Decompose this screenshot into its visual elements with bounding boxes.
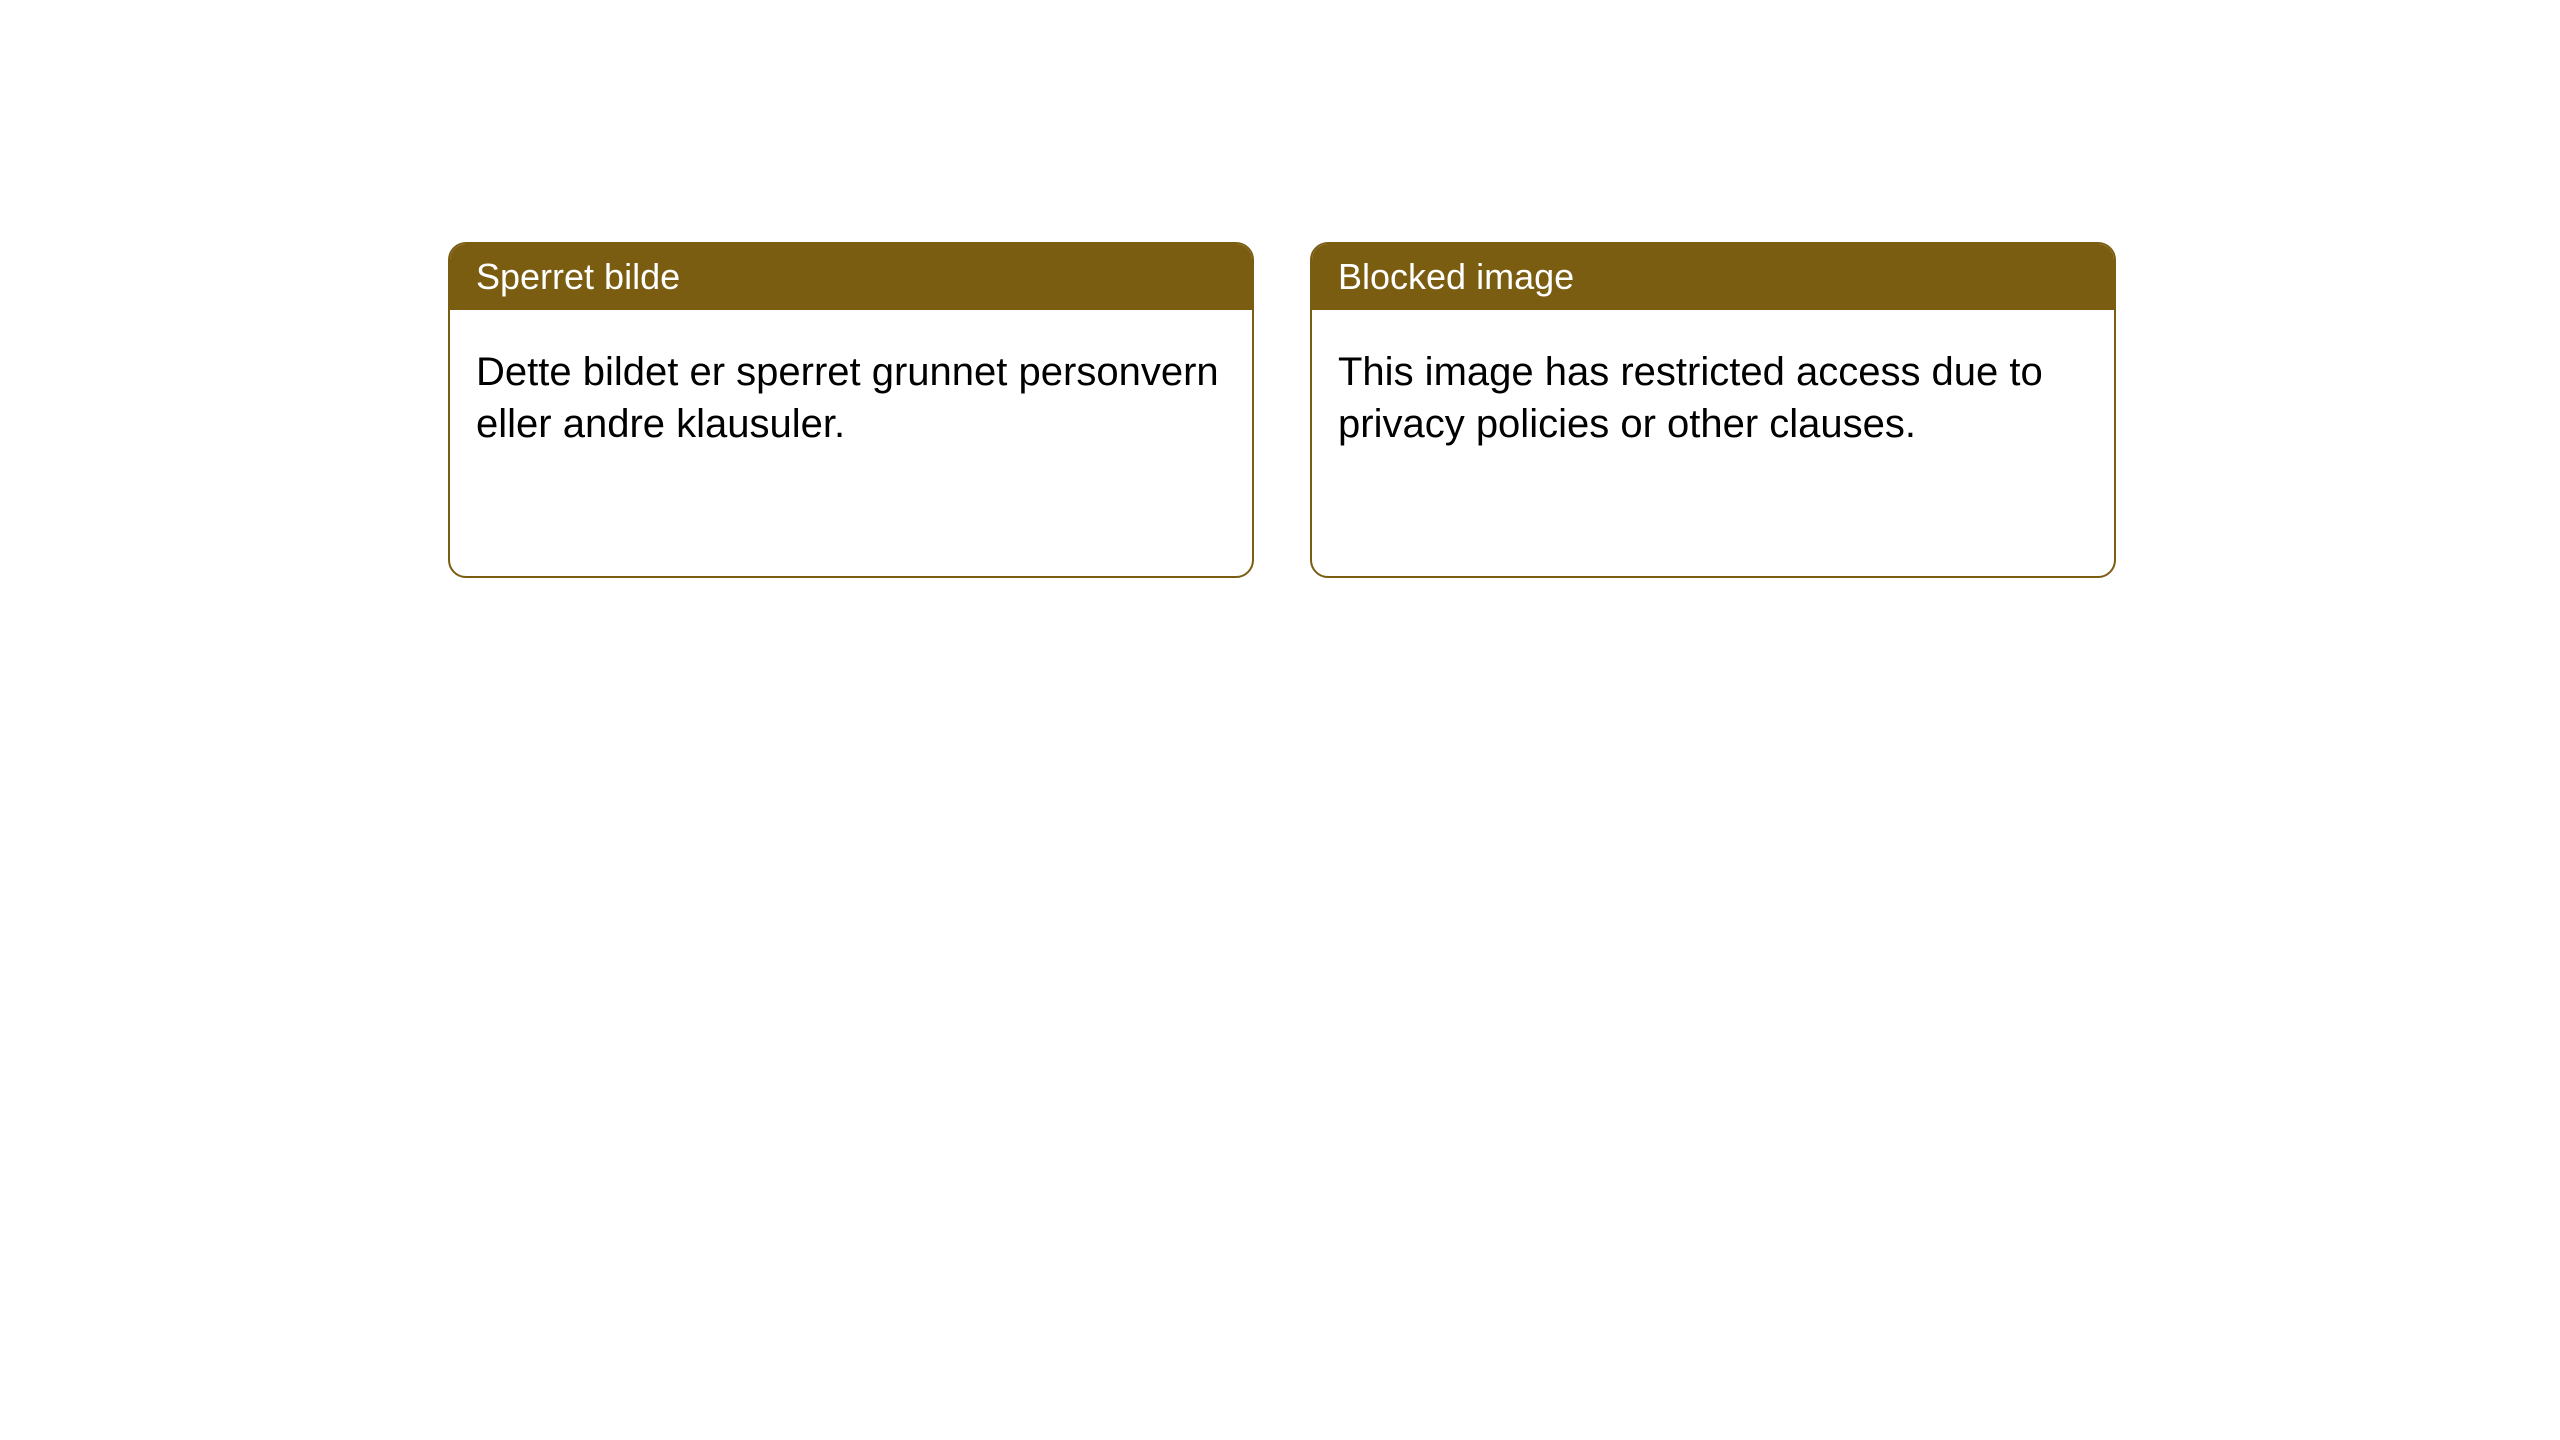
notice-body: Dette bildet er sperret grunnet personve… [450, 310, 1252, 486]
notice-card-norwegian: Sperret bilde Dette bildet er sperret gr… [448, 242, 1254, 578]
notice-card-english: Blocked image This image has restricted … [1310, 242, 2116, 578]
notice-container: Sperret bilde Dette bildet er sperret gr… [0, 0, 2560, 578]
notice-header: Sperret bilde [450, 244, 1252, 310]
notice-body: This image has restricted access due to … [1312, 310, 2114, 486]
notice-header: Blocked image [1312, 244, 2114, 310]
